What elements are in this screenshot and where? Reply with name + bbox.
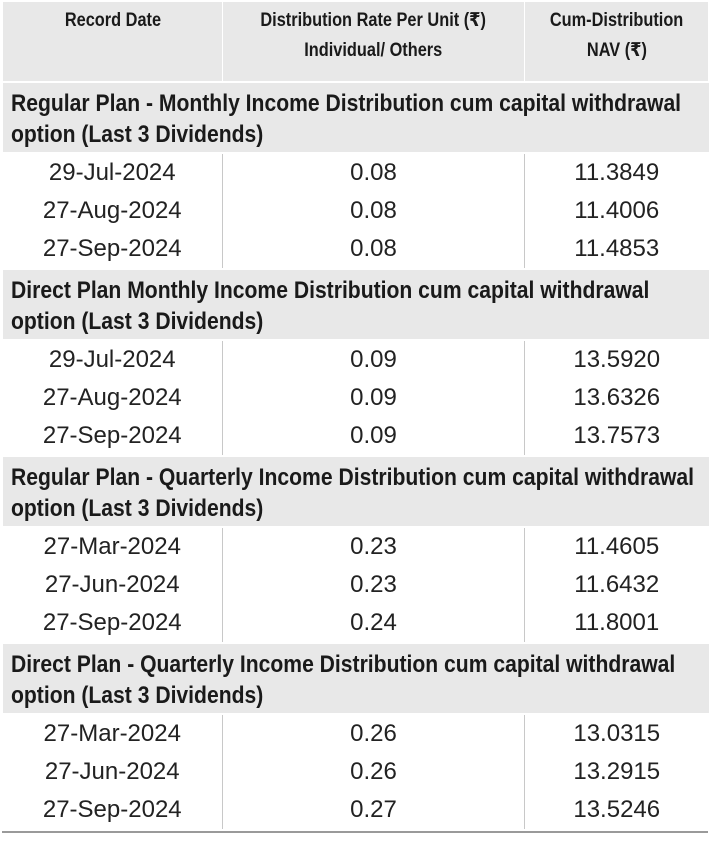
table-row: 29-Jul-2024 0.08 11.3849: [3, 153, 709, 192]
section-title: Direct Plan Monthly Income Distribution …: [2, 268, 709, 341]
header-row: Record Date Distribution Rate Per Unit (…: [2, 2, 709, 82]
section-row: Direct Plan Monthly Income Distribution …: [2, 268, 709, 341]
section-title: Direct Plan - Quarterly Income Distribut…: [2, 642, 709, 715]
cum-nav-cell: 13.7573: [573, 422, 661, 449]
cum-nav-cell: 11.4605: [574, 533, 660, 560]
table-header: Record Date Distribution Rate Per Unit (…: [2, 2, 709, 82]
distribution-rate-cell: 0.24: [222, 604, 525, 643]
distribution-rate-cell: 0.26: [222, 753, 525, 791]
distribution-rate-cell: 0.08: [222, 230, 525, 269]
record-date-cell: 27-Mar-2024: [43, 720, 181, 747]
cum-nav-cell: 13.6326: [573, 384, 661, 411]
cum-nav-cell: 11.4006: [574, 197, 660, 224]
record-date-cell: 29-Jul-2024: [48, 346, 176, 373]
section-title-text: Direct Plan Monthly Income Distribution …: [10, 277, 649, 335]
record-date-cell: 27-Aug-2024: [42, 384, 182, 411]
cum-nav-cell: 11.8001: [574, 609, 660, 636]
distribution-rate-cell: 0.09: [222, 340, 525, 379]
record-date-cell: 27-Mar-2024: [43, 533, 181, 560]
record-date-cell: 27-Jun-2024: [44, 571, 180, 598]
header-distribution-rate: Distribution Rate Per Unit (₹) Individua…: [222, 2, 525, 82]
header-distribution-rate-line2: Individual/ Others: [304, 40, 443, 61]
distribution-rate-cell: 0.08: [222, 192, 525, 230]
distribution-rate-cell: 0.08: [222, 153, 525, 192]
section-title-text: Regular Plan - Monthly Income Distributi…: [10, 90, 681, 148]
distribution-rate-cell: 0.26: [222, 714, 525, 753]
section-title: Regular Plan - Quarterly Income Distribu…: [2, 455, 709, 528]
record-date-cell: 27-Sep-2024: [42, 609, 182, 636]
header-cum-nav-line2: NAV (₹): [586, 40, 647, 61]
header-record-date: Record Date: [2, 2, 223, 82]
cum-nav-cell: 13.5920: [573, 346, 661, 373]
table-row: 27-Sep-2024 0.27 13.5246: [3, 791, 709, 829]
section-title: Regular Plan - Monthly Income Distributi…: [2, 81, 709, 154]
distribution-history-table: Record Date Distribution Rate Per Unit (…: [2, 2, 709, 829]
cum-nav-cell: 13.2915: [573, 758, 661, 785]
table-row: 27-Mar-2024 0.26 13.0315: [3, 714, 709, 753]
record-date-cell: 27-Aug-2024: [42, 197, 182, 224]
record-date-cell: 29-Jul-2024: [48, 159, 176, 186]
table-row: 27-Jun-2024 0.26 13.2915: [3, 753, 709, 791]
record-date-cell: 27-Sep-2024: [42, 796, 182, 823]
cum-nav-cell: 13.5246: [573, 796, 661, 823]
distribution-rate-cell: 0.09: [222, 379, 525, 417]
header-cum-nav-line1: Cum-Distribution: [549, 10, 684, 31]
table-row: 27-Sep-2024 0.09 13.7573: [3, 417, 709, 456]
header-record-date-label: Record Date: [64, 10, 161, 31]
table-row: 27-Jun-2024 0.23 11.6432: [3, 566, 709, 604]
section-title-text: Regular Plan - Quarterly Income Distribu…: [10, 464, 694, 522]
table-row: 27-Sep-2024 0.24 11.8001: [3, 604, 709, 643]
table-bottom-rule: [2, 831, 708, 833]
distribution-rate-cell: 0.23: [222, 527, 525, 566]
record-date-cell: 27-Sep-2024: [42, 422, 182, 449]
header-cum-distribution-nav: Cum-Distribution NAV (₹): [524, 2, 709, 82]
header-distribution-rate-line1: Distribution Rate Per Unit (₹): [260, 10, 487, 31]
table-row: 27-Mar-2024 0.23 11.4605: [3, 527, 709, 566]
table-body: Regular Plan - Monthly Income Distributi…: [2, 81, 709, 829]
distribution-rate-cell: 0.23: [222, 566, 525, 604]
cum-nav-cell: 13.0315: [573, 720, 661, 747]
record-date-cell: 27-Sep-2024: [42, 235, 182, 262]
distribution-rate-cell: 0.27: [222, 791, 525, 829]
record-date-cell: 27-Jun-2024: [44, 758, 180, 785]
section-row: Regular Plan - Monthly Income Distributi…: [2, 81, 709, 154]
section-title-text: Direct Plan - Quarterly Income Distribut…: [10, 651, 675, 709]
section-row: Direct Plan - Quarterly Income Distribut…: [2, 642, 709, 715]
table-row: 29-Jul-2024 0.09 13.5920: [3, 340, 709, 379]
table-row: 27-Sep-2024 0.08 11.4853: [3, 230, 709, 269]
cum-nav-cell: 11.3849: [574, 159, 660, 186]
distribution-rate-cell: 0.09: [222, 417, 525, 456]
table-row: 27-Aug-2024 0.08 11.4006: [3, 192, 709, 230]
cum-nav-cell: 11.4853: [574, 235, 660, 262]
section-row: Regular Plan - Quarterly Income Distribu…: [2, 455, 709, 528]
cum-nav-cell: 11.6432: [574, 571, 660, 598]
table-row: 27-Aug-2024 0.09 13.6326: [3, 379, 709, 417]
